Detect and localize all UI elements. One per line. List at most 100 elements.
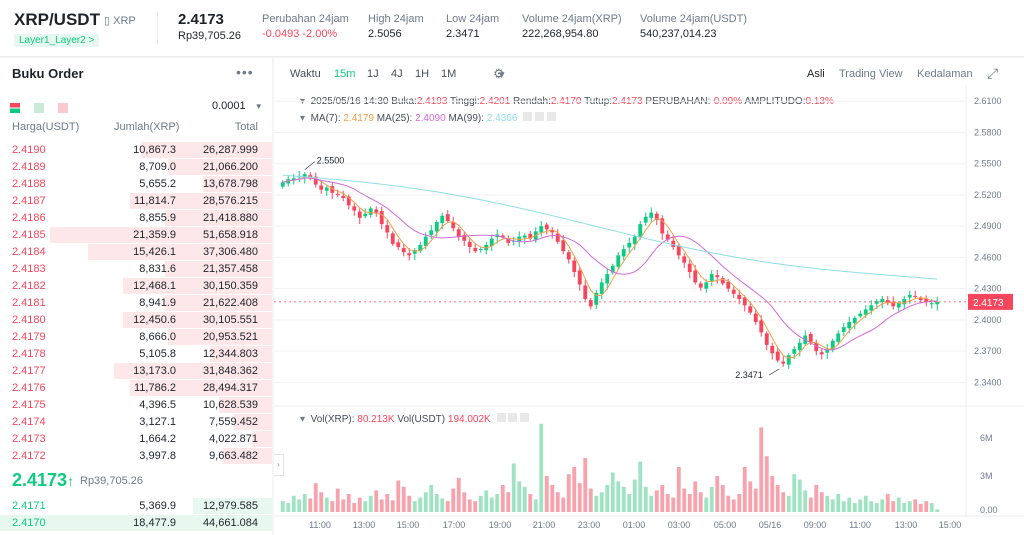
close-icon[interactable] <box>520 413 530 422</box>
ask-row[interactable]: 2.4175 4,396.5 10,628.539 <box>0 397 272 414</box>
ask-qty: 10,867.3 <box>133 144 176 156</box>
ma25-value: 2.4090 <box>415 113 446 124</box>
asks-only-icon[interactable] <box>58 103 68 113</box>
settings-icon[interactable] <box>534 112 544 121</box>
ask-row[interactable]: 2.4176 11,786.2 28,494.317 <box>0 380 272 397</box>
view-asli[interactable]: Asli <box>807 68 825 80</box>
pair-symbol[interactable]: XRP/USDT <box>14 10 100 29</box>
coin-symbol: XRP <box>113 15 136 27</box>
candle-body <box>918 298 923 301</box>
ask-row[interactable]: 2.4189 8,709.0 21,066.200 <box>0 159 272 176</box>
candle-body <box>594 292 599 305</box>
volume-bar <box>786 495 791 512</box>
ask-row[interactable]: 2.4173 1,664.2 4,022.871 <box>0 431 272 448</box>
bids-only-icon[interactable] <box>34 103 44 113</box>
ask-row[interactable]: 2.4187 11,814.7 28,576.215 <box>0 193 272 210</box>
interval-1h[interactable]: 1H <box>415 68 430 80</box>
ma-info: ▾ MA(7): 2.4179 MA(25): 2.4090 MA(99): 2… <box>300 112 556 124</box>
candle-body <box>764 333 769 345</box>
settings-icon[interactable] <box>508 413 518 422</box>
candle-body <box>473 248 478 252</box>
last-price: 2.4173 <box>178 11 224 28</box>
volume-bar <box>847 497 852 512</box>
order-book-title: Buku Order <box>12 66 84 81</box>
candle-body <box>401 248 406 253</box>
volume-bar <box>759 427 764 512</box>
ask-row[interactable]: 2.4179 8,666.0 20,953.521 <box>0 329 272 346</box>
collapse-icon[interactable]: ▾ <box>300 414 306 425</box>
volume-bar <box>390 500 395 512</box>
eye-icon[interactable] <box>523 112 533 121</box>
candle-body <box>330 186 335 193</box>
candle-body <box>346 196 351 206</box>
bid-row[interactable]: 2.4171 5,369.9 12,979.585 <box>0 498 272 515</box>
volume-bar <box>814 485 819 512</box>
candle-body <box>445 214 450 221</box>
depth-bar <box>88 244 272 260</box>
candlestick-chart[interactable]: 2.6100 2.5800 2.5500 2.5200 2.4900 2.4600 2.43… <box>274 58 1024 535</box>
volume-bar <box>313 483 318 512</box>
view-kedalaman[interactable]: Kedalaman <box>917 68 973 80</box>
volume-bar <box>500 485 505 512</box>
ask-total: 10,628.539 <box>202 399 258 411</box>
more-icon[interactable]: ••• <box>236 64 254 80</box>
volume-bar <box>522 486 527 512</box>
candle-body <box>539 226 544 233</box>
ask-qty: 3,127.1 <box>139 416 176 428</box>
ask-row[interactable]: 2.4172 3,997.8 9,663.482 <box>0 448 272 465</box>
expand-panel-handle[interactable]: › <box>274 454 284 476</box>
volume-bar <box>324 497 329 512</box>
ask-row[interactable]: 2.4185 21,359.9 51,658.918 <box>0 227 272 244</box>
view-trading-view[interactable]: Trading View <box>839 68 903 80</box>
ask-row[interactable]: 2.4186 8,855.9 21,418.880 <box>0 210 272 227</box>
collapse-icon[interactable]: ▾ <box>300 113 306 124</box>
ask-row[interactable]: 2.4181 8,941.9 21,622.408 <box>0 295 272 312</box>
interval-4j[interactable]: 4J <box>391 68 403 80</box>
eye-icon[interactable] <box>496 413 506 422</box>
x-tick-label: 15:00 <box>397 520 420 530</box>
ask-qty: 12,468.1 <box>133 280 176 292</box>
candle-body <box>869 305 874 311</box>
depth-bar <box>252 431 272 447</box>
ask-row[interactable]: 2.4174 3,127.1 7,559.452 <box>0 414 272 431</box>
caret-down-icon[interactable]: ▾ <box>499 69 505 81</box>
ask-total: 4,022.871 <box>209 433 258 445</box>
x-tick-label: 21:00 <box>533 520 556 530</box>
ask-row[interactable]: 2.4184 15,426.1 37,306.480 <box>0 244 272 261</box>
candle-body <box>379 211 384 225</box>
both-sides-icon[interactable] <box>10 103 20 113</box>
ask-row[interactable]: 2.4178 5,105.8 12,344.803 <box>0 346 272 363</box>
ask-qty: 3,997.8 <box>139 450 176 462</box>
close-icon[interactable] <box>546 112 556 121</box>
ask-row[interactable]: 2.4183 8,831.6 21,357.458 <box>0 261 272 278</box>
ask-row[interactable]: 2.4177 13,173.0 31,848.362 <box>0 363 272 380</box>
volume-bar <box>423 492 428 512</box>
ticker-header: XRP/USDT ▯ XRP Layer1_Layer2 > 2.4173 Rp… <box>0 0 1024 57</box>
fullscreen-icon[interactable]: ⤢ <box>987 65 999 81</box>
volume-bar <box>561 497 566 512</box>
volume-bar <box>803 490 808 512</box>
candle-body <box>885 300 890 304</box>
interval-15m[interactable]: 15m <box>334 68 356 80</box>
volume-bar <box>478 495 483 512</box>
candle-body <box>302 174 307 178</box>
ask-qty: 8,941.9 <box>139 297 176 309</box>
x-tick-label: 03:00 <box>668 520 691 530</box>
settings-icon[interactable]: ⚙ <box>493 66 505 81</box>
vol-xrp-value: 80.213K <box>357 414 395 425</box>
ask-row[interactable]: 2.4180 12,450.6 30,105.551 <box>0 312 272 329</box>
ask-price: 2.4186 <box>12 212 46 224</box>
ask-row[interactable]: 2.4188 5,655.2 13,678.798 <box>0 176 272 193</box>
coin-label: ▯ XRP <box>104 15 136 27</box>
interval-1m[interactable]: 1M <box>441 68 457 80</box>
volume-bar <box>286 503 291 512</box>
y-tick-label: 2.4600 <box>974 252 1002 262</box>
category-tag[interactable]: Layer1_Layer2 > <box>14 34 100 47</box>
interval-1j[interactable]: 1J <box>367 68 379 80</box>
ask-row[interactable]: 2.4190 10,867.3 26,287.999 <box>0 142 272 159</box>
ask-row[interactable]: 2.4182 12,468.1 30,150.359 <box>0 278 272 295</box>
y-tick-label: 2.3400 <box>974 377 1002 387</box>
tick-size-select[interactable]: 0.0001 ▼ <box>212 100 263 112</box>
bid-row[interactable]: 2.4170 18,477.9 44,661.084 <box>0 515 272 532</box>
candle-body <box>874 301 879 304</box>
